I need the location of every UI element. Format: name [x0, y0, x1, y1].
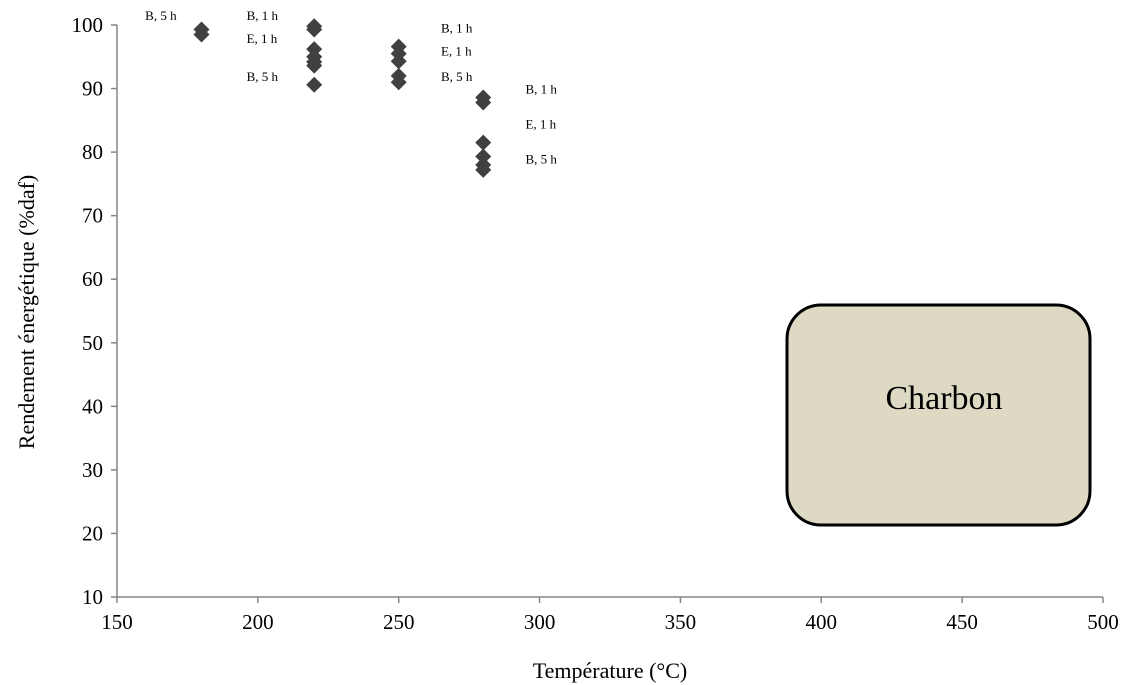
- point-annotation: B, 5 h: [247, 69, 279, 84]
- y-tick-label: 30: [82, 458, 103, 482]
- y-tick-label: 20: [82, 521, 103, 545]
- y-tick-label: 100: [72, 13, 104, 37]
- data-points: [193, 18, 492, 178]
- y-tick-label: 70: [82, 204, 103, 228]
- data-point: [475, 161, 492, 178]
- x-tick-label: 150: [101, 610, 133, 634]
- point-annotation: B, 1 h: [247, 8, 279, 23]
- x-tick-label: 200: [242, 610, 274, 634]
- data-point: [475, 148, 492, 165]
- y-tick-label: 80: [82, 140, 103, 164]
- data-point: [306, 21, 323, 38]
- point-annotation: E, 1 h: [247, 31, 278, 46]
- y-axis-title: Rendement énergétique (%daf): [14, 175, 39, 449]
- point-annotation: E, 1 h: [525, 117, 556, 132]
- point-annotation: B, 5 h: [525, 152, 557, 167]
- data-point: [193, 26, 210, 43]
- data-point: [390, 53, 407, 70]
- charbon-box: Charbon: [785, 303, 1092, 527]
- x-tick-label: 250: [383, 610, 415, 634]
- x-tick-label: 350: [665, 610, 697, 634]
- data-point: [475, 134, 492, 151]
- point-annotation: B, 5 h: [145, 8, 177, 23]
- x-tick-label: 500: [1087, 610, 1119, 634]
- data-point: [390, 74, 407, 91]
- x-tick-label: 400: [806, 610, 838, 634]
- point-annotation: E, 1 h: [441, 44, 472, 59]
- y-tick-label: 10: [82, 585, 103, 609]
- axes: [111, 24, 1104, 603]
- x-tick-label: 450: [946, 610, 978, 634]
- y-tick-label: 50: [82, 331, 103, 355]
- charbon-box-shape: [785, 303, 1092, 527]
- x-tick-label: 300: [524, 610, 556, 634]
- point-annotation: B, 5 h: [441, 69, 473, 84]
- data-point: [475, 94, 492, 111]
- data-point: [306, 76, 323, 93]
- x-axis-title: Température (°C): [533, 658, 687, 683]
- charbon-label: Charbon: [885, 380, 1002, 417]
- point-annotation: B, 1 h: [525, 82, 557, 97]
- point-annotations: B, 5 h B, 1 h E, 1 h B, 5 h B, 1 h E, 1 h B, 5…: [145, 8, 557, 167]
- tick-labels: 10 20 30 40 50 60 70 80 90 100 150 200 250 300 350 400 4…: [72, 13, 1119, 634]
- y-tick-label: 90: [82, 77, 103, 101]
- data-point: [306, 57, 323, 74]
- y-tick-label: 60: [82, 267, 103, 291]
- y-tick-label: 40: [82, 394, 103, 418]
- point-annotation: B, 1 h: [441, 21, 473, 36]
